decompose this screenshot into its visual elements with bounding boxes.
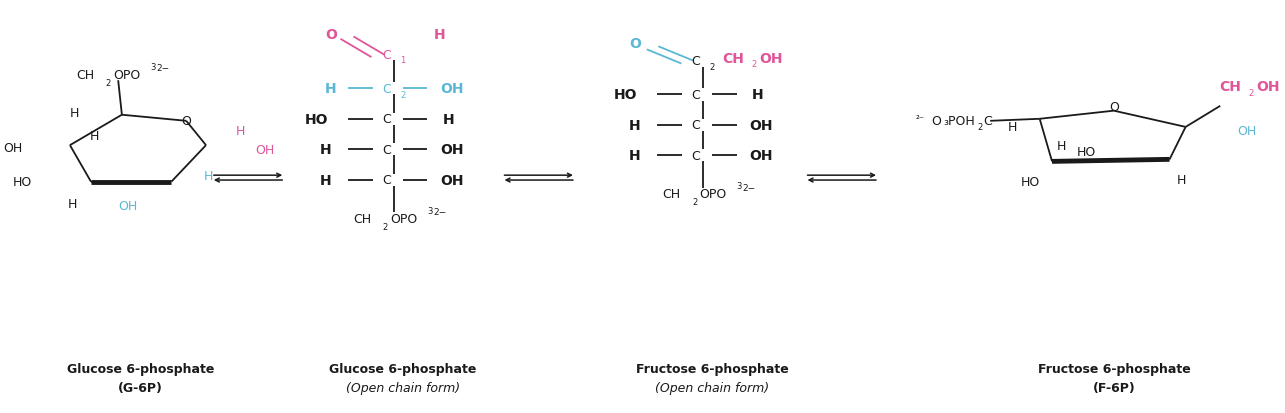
Text: Fructose 6-phosphate: Fructose 6-phosphate (1037, 362, 1190, 375)
Text: 2−: 2− (743, 183, 756, 192)
Text: OPO: OPO (113, 69, 140, 81)
Text: 2: 2 (752, 60, 757, 69)
Text: HO: HO (13, 176, 32, 189)
Text: OH: OH (759, 51, 783, 65)
Text: 2: 2 (400, 90, 406, 99)
Text: Glucose 6-phosphate: Glucose 6-phosphate (67, 362, 215, 375)
Text: OH: OH (4, 141, 23, 154)
Text: HO: HO (614, 88, 637, 102)
Text: CH: CH (1219, 80, 1241, 94)
Text: 2: 2 (383, 222, 388, 231)
Text: (Open chain form): (Open chain form) (655, 381, 768, 394)
Text: CH: CH (722, 51, 744, 65)
Text: 2: 2 (1249, 89, 1254, 98)
Text: OH: OH (749, 119, 774, 133)
Text: H: H (628, 119, 640, 133)
Text: C: C (691, 89, 700, 102)
Text: ²⁻: ²⁻ (916, 114, 925, 124)
Text: O: O (930, 115, 941, 128)
Text: OH: OH (441, 82, 464, 96)
Text: H: H (319, 173, 332, 187)
Text: C: C (382, 143, 391, 157)
Text: H: H (1177, 174, 1186, 187)
Text: OH: OH (1237, 125, 1257, 138)
Text: H: H (90, 129, 99, 142)
Text: O: O (181, 115, 191, 128)
Text: O: O (630, 37, 641, 51)
Text: OH: OH (749, 149, 774, 163)
Text: 2: 2 (105, 78, 111, 88)
Text: H: H (752, 88, 763, 102)
Text: 2−: 2− (157, 64, 170, 73)
Text: C: C (691, 119, 700, 132)
Text: OPO: OPO (699, 188, 727, 201)
Text: O: O (325, 28, 337, 41)
Text: 3: 3 (736, 182, 741, 191)
Text: OPO: OPO (391, 212, 418, 225)
Text: H: H (71, 107, 80, 120)
Text: HO: HO (305, 112, 329, 126)
Text: C: C (691, 150, 700, 162)
Text: H: H (628, 149, 640, 163)
Text: ₃POH: ₃POH (943, 115, 975, 128)
Text: CH: CH (76, 69, 94, 81)
Text: H: H (1058, 139, 1067, 152)
Text: (Open chain form): (Open chain form) (346, 381, 460, 394)
Text: H: H (442, 112, 454, 126)
Text: 3: 3 (150, 62, 155, 71)
Text: 3: 3 (428, 206, 433, 215)
Text: H: H (236, 125, 245, 138)
Text: CH: CH (662, 188, 681, 201)
Text: H: H (325, 82, 337, 96)
Text: H: H (1007, 121, 1018, 134)
Text: H: H (434, 28, 446, 41)
Text: Glucose 6-phosphate: Glucose 6-phosphate (329, 362, 477, 375)
Text: CH: CH (353, 212, 371, 225)
Text: C: C (382, 174, 391, 187)
Text: H: H (204, 170, 213, 183)
Text: Fructose 6-phosphate: Fructose 6-phosphate (636, 362, 788, 375)
Text: OH: OH (441, 173, 464, 187)
Text: 2: 2 (709, 62, 714, 71)
Text: (F-6P): (F-6P) (1092, 381, 1135, 394)
Text: OH: OH (441, 143, 464, 157)
Text: C: C (691, 55, 700, 68)
Text: OH: OH (256, 143, 275, 157)
Text: 2: 2 (978, 123, 983, 132)
Text: HO: HO (1020, 176, 1040, 189)
Text: OH: OH (118, 199, 137, 212)
Text: 1: 1 (400, 56, 406, 65)
Text: C: C (983, 115, 992, 128)
Text: C: C (382, 113, 391, 126)
Text: HO: HO (1077, 145, 1096, 158)
Text: 2: 2 (693, 198, 698, 207)
Text: O: O (1109, 101, 1119, 114)
Text: OH: OH (1257, 80, 1280, 94)
Text: 2−: 2− (433, 208, 447, 217)
Text: H: H (68, 198, 77, 211)
Text: C: C (382, 49, 391, 62)
Text: H: H (319, 143, 332, 157)
Text: C: C (382, 83, 391, 96)
Text: (G-6P): (G-6P) (118, 381, 163, 394)
